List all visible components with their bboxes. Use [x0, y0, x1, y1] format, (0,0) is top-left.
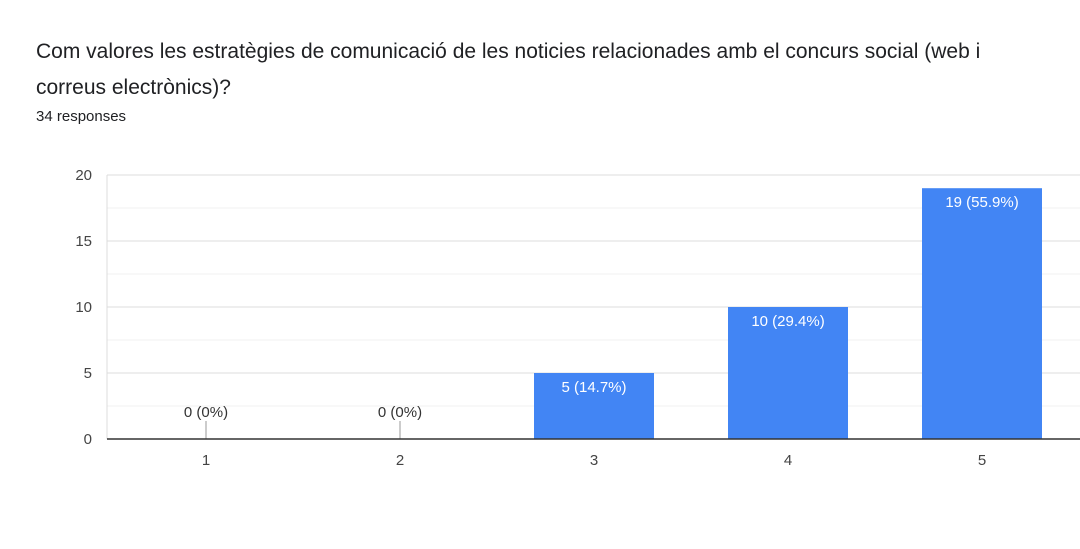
y-tick-label: 10: [75, 299, 92, 316]
x-tick-label: 1: [202, 452, 210, 469]
data-labels: 0 (0%) 0 (0%) 5 (14.7%) 10 (29.4%) 19 (55.9%…: [184, 194, 1019, 421]
chart-title: Com valores les estratègies de comunicac…: [36, 40, 981, 99]
x-tick-label: 5: [978, 452, 986, 469]
response-count: 34 responses: [36, 108, 127, 125]
data-label-2: 0 (0%): [378, 404, 422, 421]
data-label-1: 0 (0%): [184, 404, 228, 421]
y-tick-label: 20: [75, 167, 92, 184]
data-label-5: 19 (55.9%): [945, 194, 1018, 211]
y-tick-label: 15: [75, 233, 92, 250]
y-tick-label: 5: [84, 365, 92, 382]
x-axis-ticks: 1 2 3 4 5: [202, 452, 986, 469]
bar-3: [534, 373, 654, 439]
x-tick-label: 3: [590, 452, 598, 469]
data-label-3: 5 (14.7%): [561, 379, 626, 396]
x-tick-label: 4: [784, 452, 792, 469]
y-tick-label: 0: [84, 431, 92, 448]
bar-5: [922, 188, 1042, 439]
y-axis-ticks: 0 5 10 15 20: [75, 167, 92, 448]
bars: [205, 188, 1042, 439]
data-label-4: 10 (29.4%): [751, 313, 824, 330]
x-tick-label: 2: [396, 452, 404, 469]
bar-4: [728, 307, 848, 439]
